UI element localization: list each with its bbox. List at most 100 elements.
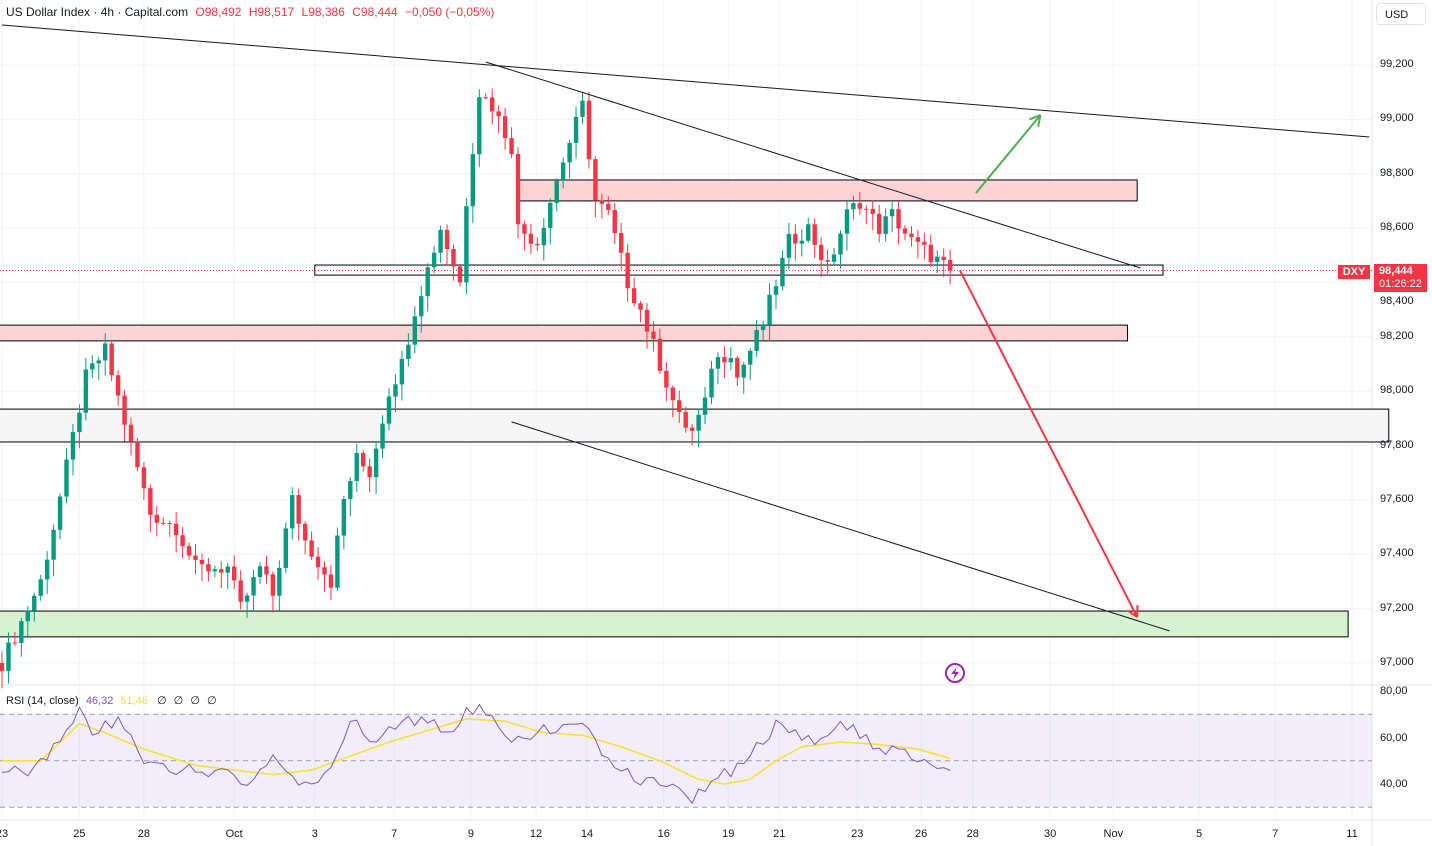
rsi-legend[interactable]: RSI (14, close) 46,32 51,46 ∅ ∅ ∅ ∅ [6,694,217,707]
candle-body [896,209,901,229]
candle-body [670,387,675,401]
price-tick: 98,000 [1380,384,1414,397]
candle-body [909,233,914,238]
candle-body [399,358,405,385]
candle-body [941,256,946,260]
candle-body [186,546,192,556]
price-tick: 99,200 [1380,58,1414,70]
events-icon [945,663,965,683]
candle-body [251,577,256,596]
candle-body [644,309,650,332]
candle-body [548,202,553,228]
candle-body [141,467,147,489]
candle-body [883,216,888,234]
candle-body [812,224,817,245]
candle-body [870,208,875,214]
candle-body [193,555,198,560]
candle-body [438,229,443,253]
price-tick: 98,600 [1380,221,1414,234]
candle-body [212,569,218,572]
candle-body [509,138,514,154]
time-tick: 16 [657,828,670,840]
currency-button[interactable]: USD [1376,3,1426,25]
price-tick: 98,400 [1380,295,1414,307]
support-zone [0,610,1349,638]
candle-body [206,564,211,572]
candle-body [148,488,153,515]
lightning-icon [951,667,959,680]
bearish-arrow-head [1126,609,1138,618]
candle-body [361,453,366,467]
symbol-header: US Dollar Index · 4h · Capital.com O98,4… [6,5,494,19]
candle-body [902,228,908,234]
candle-body [335,535,340,588]
candle-body [535,243,540,246]
price-tick: 97,400 [1380,547,1414,560]
lower-channel-line [511,421,1170,632]
candle-body [128,424,134,442]
rsi-extra: ∅ [206,695,217,707]
time-tick: 11 [1346,828,1358,840]
candle-body [502,116,508,139]
candle-body [877,213,882,234]
candle-body [12,642,18,644]
candle-body [651,331,656,339]
candle-body [793,233,798,244]
time-tick: 12 [529,828,543,840]
time-tick: 26 [915,828,928,840]
price-tick: 98,200 [1380,329,1414,342]
candle-body [19,621,24,644]
time-tick: 25 [73,828,86,840]
time-tick: 30 [1044,828,1057,840]
price-tick: 99,000 [1380,112,1414,125]
candle-body [225,566,230,573]
candle-body [6,642,11,672]
candle-body [393,384,398,397]
candle-body [715,357,721,369]
time-tick: 14 [580,828,594,840]
time-tick: 23 [0,828,9,840]
candle-body [664,370,669,388]
candle-body [309,540,314,557]
descending-trendline [485,61,1141,269]
candle-body [541,227,546,246]
candle-body [302,523,308,541]
candle-body [606,203,611,210]
candle-body [44,559,50,580]
candle-body [631,288,637,304]
candle-body [199,559,205,565]
candle-body [380,423,385,449]
candle-body [341,499,347,536]
neutral-zone [0,408,1390,443]
candle-body [277,567,282,596]
candle-body [257,566,263,578]
candle-body [799,240,804,244]
candle-body [457,266,463,283]
candle-body [77,412,82,433]
candle-body [825,260,830,262]
candle-body [844,209,850,234]
candle-body [57,496,63,530]
candle-body [947,259,953,271]
change-value: −0,050 (−0,05%) [404,5,495,19]
candle-body [470,154,476,207]
candle-body [70,432,76,460]
candle-body [741,364,746,378]
candle-body [83,369,89,413]
candle-body [90,363,95,370]
candle-body [115,375,121,396]
candle-body [709,368,714,398]
candle-body [0,662,5,672]
rsi-ma-line [2,718,951,785]
bullish-arrow-head [1037,114,1042,127]
candle-body [367,466,372,478]
candle-body [773,286,779,295]
high-value: H98,517 [248,5,295,19]
candle-body [238,580,243,602]
candle-body [283,528,288,568]
candle-body [806,224,811,241]
candle-body [677,400,682,412]
candle-body [386,396,392,424]
candle-body [522,224,527,234]
